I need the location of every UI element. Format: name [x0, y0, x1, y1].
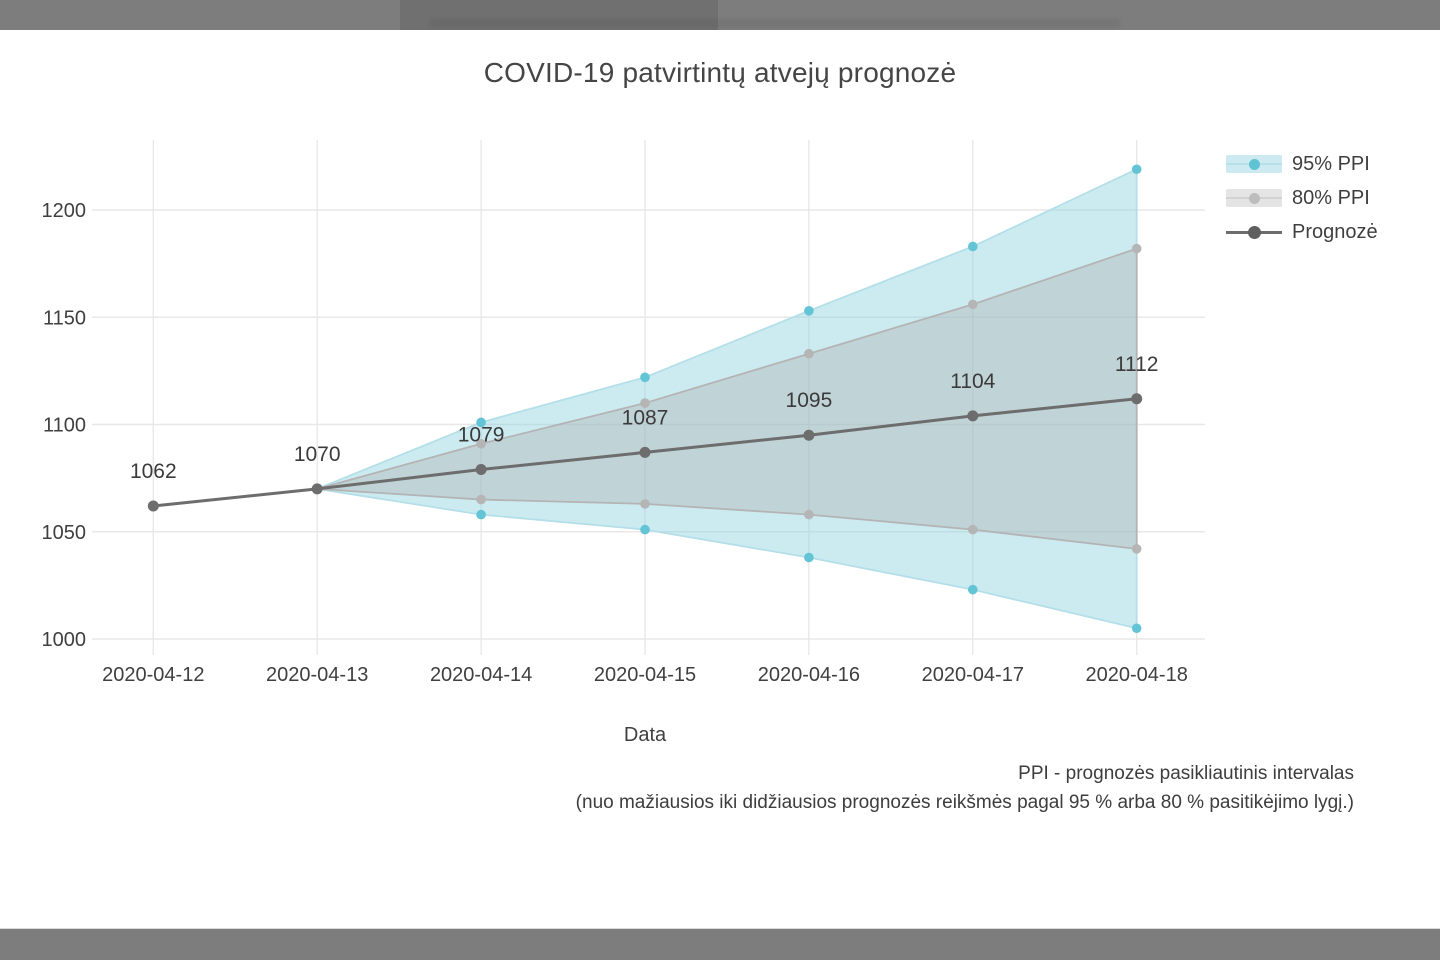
legend-marker-sample [1247, 225, 1261, 239]
plot-canvas[interactable]: 1000 1050 1100 1150 1200 2020-04-12 2020-04-13… [0, 30, 1440, 928]
y-tick-label: 1100 [43, 415, 86, 437]
band-point-marker-95[interactable] [1131, 623, 1142, 634]
forecast-point-marker[interactable] [639, 446, 651, 458]
x-tick-label: 2020-04-12 [102, 664, 204, 686]
legend-swatch-prognoze [1226, 222, 1282, 242]
band-point-marker-80[interactable] [476, 439, 486, 449]
legend-item-95-ppi[interactable]: 95% PPI [1226, 147, 1378, 181]
data-point-label: 1079 [458, 424, 505, 447]
band-point-marker-80[interactable] [1131, 544, 1142, 554]
forecast-point-marker[interactable] [311, 483, 323, 495]
data-point-label: 1095 [786, 389, 833, 412]
band-point-marker-95[interactable] [476, 509, 486, 520]
forecast-point-marker[interactable] [147, 500, 159, 512]
y-tick-label: 1050 [42, 522, 87, 544]
band-point-marker-80[interactable] [476, 494, 486, 505]
x-tick-label: 2020-04-17 [922, 664, 1024, 686]
legend-swatch-95-ppi [1226, 154, 1282, 174]
legend-label: 80% PPI [1292, 186, 1370, 209]
band-point-marker-80[interactable] [1131, 243, 1142, 254]
chart-area: 1000 1050 1100 1150 1200 2020-04-12 2020-04-13… [0, 30, 1440, 928]
footer-line-1: PPI - prognozės pasikliautinis intervala… [1018, 763, 1354, 784]
band-point-marker-95[interactable] [476, 417, 486, 428]
legend-marker-sample [1248, 158, 1260, 170]
y-tick-label: 1200 [42, 200, 87, 222]
y-tick-label: 1000 [42, 629, 87, 651]
legend-label: 95% PPI [1292, 152, 1370, 175]
band-point-marker-80[interactable] [640, 499, 650, 509]
data-point-label: 1104 [950, 370, 995, 393]
forecast-point-marker[interactable] [967, 410, 979, 422]
band-point-marker-80[interactable] [640, 398, 650, 408]
forecast-point-marker[interactable] [475, 464, 487, 476]
bottom-bar [0, 928, 1440, 960]
x-tick-label: 2020-04-15 [594, 664, 696, 686]
forecast-point-marker[interactable] [1131, 393, 1143, 405]
legend-item-80-ppi[interactable]: 80% PPI [1226, 181, 1378, 215]
data-point-label: 1112 [1115, 353, 1159, 376]
data-point-label: 1070 [294, 443, 341, 466]
x-tick-label: 2020-04-14 [430, 664, 532, 686]
band-point-marker-80[interactable] [804, 348, 814, 359]
x-tick-label: 2020-04-18 [1086, 664, 1188, 686]
y-tick-label: 1150 [43, 307, 86, 329]
legend-item-prognoze[interactable]: Prognozė [1226, 215, 1378, 249]
legend-label: Prognozė [1292, 220, 1378, 243]
legend: 95% PPI 80% PPI Prognozė [1226, 147, 1378, 249]
forecast-point-marker[interactable] [803, 429, 815, 441]
band-point-marker-95[interactable] [804, 306, 814, 316]
x-tick-label: 2020-04-13 [266, 664, 368, 686]
x-axis-title: Data [623, 724, 667, 746]
band-point-marker-95[interactable] [640, 524, 650, 535]
footer-note: PPI - prognozės pasikliautinis intervala… [154, 759, 1354, 817]
legend-marker-sample [1248, 192, 1260, 204]
top-bar-smudge [430, 19, 1120, 28]
band-point-marker-95[interactable] [640, 372, 650, 383]
band-point-marker-95[interactable] [968, 241, 978, 252]
band-point-marker-80[interactable] [968, 299, 978, 310]
chart-title: COVID-19 patvirtintų atvejų prognozė [483, 57, 957, 88]
top-bar [0, 0, 1440, 30]
band-point-marker-95[interactable] [804, 552, 814, 563]
x-tick-label: 2020-04-16 [758, 664, 860, 686]
data-point-label: 1062 [130, 460, 177, 483]
data-point-label: 1087 [622, 406, 669, 429]
footer-line-2: (nuo mažiausios iki didžiausios prognozė… [575, 792, 1354, 813]
band-point-marker-95[interactable] [968, 584, 978, 595]
band-point-marker-95[interactable] [1131, 164, 1142, 175]
band-point-marker-80[interactable] [804, 509, 814, 520]
legend-swatch-80-ppi [1226, 188, 1282, 208]
band-point-marker-80[interactable] [968, 524, 978, 535]
top-bar-dark-patch [400, 0, 718, 30]
